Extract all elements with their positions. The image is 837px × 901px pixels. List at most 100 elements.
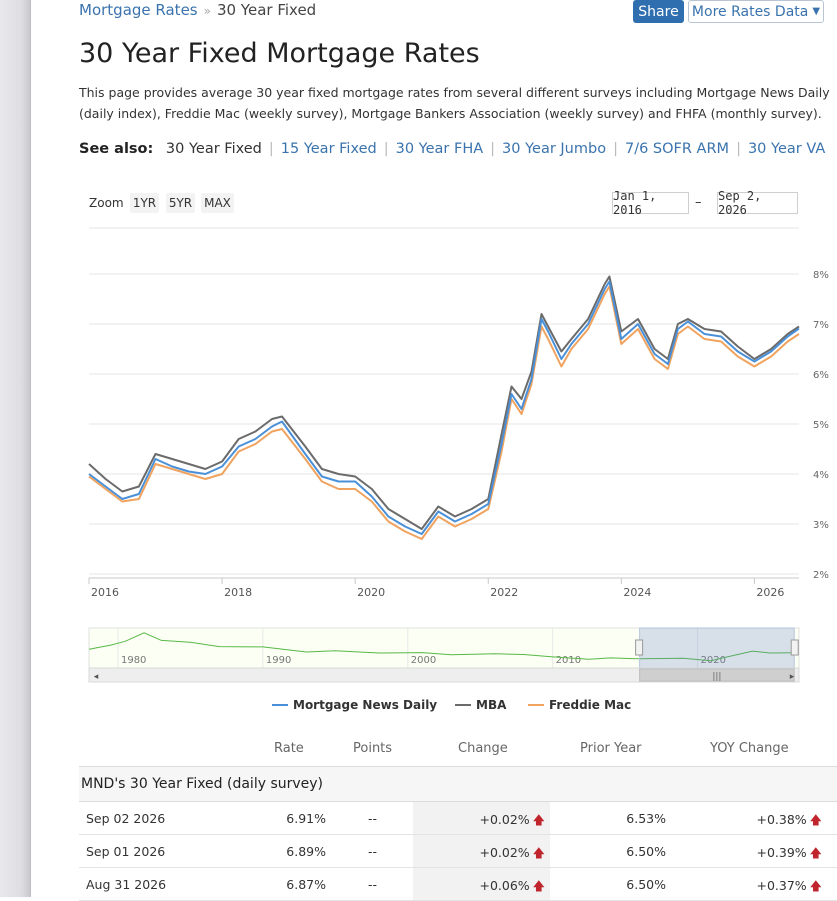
column-header-prior-year: Prior Year [580, 741, 642, 756]
row-prior-year-text: 6.53% [626, 811, 666, 826]
navigator-handle-left [635, 639, 644, 656]
legend-swatch [455, 704, 471, 706]
row-date-text: Sep 01 2026 [86, 844, 166, 859]
mortgage-rates-chart: 2% 3% 4% 5% 6% 7% 8% 2016 2018 2020 2022 2024 2026 19… [88, 227, 829, 683]
row-date-text: Aug 31 2026 [86, 877, 167, 892]
zoom-1yr-button[interactable]: 1YR [130, 193, 159, 213]
row-yoy-text: +0.37% [756, 878, 807, 893]
breadcrumb-current: 30 Year Fixed [216, 1, 317, 19]
row-yoy-text: +0.39% [756, 845, 807, 860]
navigator-label: 1980 [121, 655, 146, 666]
x-tick-label: 2024 [623, 586, 651, 599]
see-also-bar: See also: 30 Year Fixed | 15 Year Fixed | 30… [79, 141, 825, 157]
row-rate-text: 6.91% [286, 811, 326, 826]
row-points-text: -- [368, 811, 378, 826]
table-row [79, 802, 837, 835]
legend-item-freddie-mac[interactable]: Freddie Mac [528, 698, 631, 712]
navigator-label: 2000 [411, 655, 436, 666]
row-rate-text: 6.89% [286, 844, 326, 859]
see-also-link-30-year-jumbo[interactable]: 30 Year Jumbo [502, 141, 607, 157]
y-tick-label: 7% [813, 320, 829, 331]
navigator-label: 1990 [266, 655, 291, 666]
see-also-link-15-year-fixed[interactable]: 15 Year Fixed [280, 141, 377, 157]
legend-item-mba[interactable]: MBA [455, 698, 506, 712]
table-section-header [79, 766, 837, 802]
see-also-current: 30 Year Fixed [165, 141, 262, 157]
row-rate: 6.87% [286, 877, 326, 892]
row-yoy: +0.38% 🡅 [756, 811, 822, 832]
see-also-link-30-year-va[interactable]: 30 Year VA [747, 141, 826, 157]
table-section-title: MND's 30 Year Fixed (daily survey) [81, 776, 324, 792]
column-header-rate: Rate [274, 741, 304, 756]
row-change-text: +0.02% [479, 845, 530, 860]
row-change: +0.02% 🡅 [479, 844, 545, 865]
legend-swatch [528, 704, 544, 706]
y-tick-label: 4% [813, 470, 829, 481]
row-prior-year: 6.50% [626, 844, 666, 859]
row-date: Sep 01 2026 [86, 844, 165, 859]
row-rate: 6.89% [286, 844, 326, 859]
legend-item-mortgage-news-daily[interactable]: Mortgage News Daily [272, 698, 437, 712]
see-also-link-30-year-fha[interactable]: 30 Year FHA [395, 141, 484, 157]
breadcrumb-link-mortgage-rates[interactable]: Mortgage Rates [79, 1, 198, 19]
arrow-up-icon: 🡅 [809, 813, 822, 827]
scroll-left-arrow-icon: ◂ [94, 672, 99, 682]
change-column-background [413, 868, 550, 901]
series-line-freddie-mac [88, 285, 800, 540]
legend-label: Freddie Mac [549, 698, 632, 712]
zoom-5yr-button[interactable]: 5YR [166, 193, 195, 213]
arrow-up-icon: 🡅 [532, 846, 545, 860]
zoom-max-button[interactable]: MAX [201, 193, 234, 213]
table-row [79, 868, 837, 901]
chevron-down-icon: ▼ [812, 6, 821, 17]
series-line-mortgage-news-daily [88, 280, 800, 535]
column-header-points: Points [353, 741, 393, 756]
navigator-selected-range [639, 627, 795, 669]
navigator-label: 2010 [556, 655, 581, 666]
x-tick-label: 2016 [91, 586, 119, 599]
more-rates-data-button[interactable]: More Rates Data ▼ [688, 0, 824, 23]
series-line-mba [88, 275, 800, 530]
x-tick-label: 2018 [224, 586, 252, 599]
arrow-up-icon: 🡅 [809, 879, 822, 893]
divider: | [268, 141, 274, 157]
navigator-series [88, 632, 795, 662]
divider: | [383, 141, 389, 157]
navigator-background [88, 627, 800, 669]
change-column-background [413, 835, 550, 868]
date-to-input[interactable]: Sep 2, 2026 [717, 189, 798, 217]
row-change-text: +0.02% [479, 812, 530, 827]
y-tick-label: 5% [813, 420, 829, 431]
row-points: -- [368, 844, 377, 859]
left-rail [0, 0, 31, 897]
arrow-up-icon: 🡅 [532, 813, 545, 827]
column-header-change: Change [458, 741, 508, 756]
date-range-dash: – [695, 195, 702, 210]
x-tick-label: 2022 [490, 586, 518, 599]
breadcrumb-separator: » [203, 4, 211, 18]
row-points: -- [368, 877, 377, 892]
divider: | [613, 141, 618, 157]
row-date: Sep 02 2026 [86, 811, 165, 826]
zoom-label: Zoom [89, 196, 124, 210]
y-tick-label: 3% [813, 520, 829, 531]
breadcrumb: Mortgage Rates » 30 Year Fixed [79, 1, 316, 19]
see-also-label: See also: [79, 141, 154, 157]
navigator-handle-right [790, 639, 799, 656]
row-prior-year: 6.50% [626, 877, 666, 892]
row-prior-year: 6.53% [626, 811, 666, 826]
share-button[interactable]: Share [633, 0, 684, 23]
row-date: Aug 31 2026 [86, 877, 166, 892]
see-also-link-7-6-sofr-arm[interactable]: 7/6 SOFR ARM [624, 141, 730, 157]
row-yoy: +0.39% 🡅 [756, 844, 822, 865]
legend-label: MBA [476, 698, 507, 712]
row-yoy: +0.37% 🡅 [756, 877, 822, 898]
page-title: 30 Year Fixed Mortgage Rates [79, 38, 480, 69]
date-from-input[interactable]: Jan 1, 2016 [612, 189, 689, 217]
legend-label: Mortgage News Daily [293, 698, 438, 712]
scroll-right-arrow-icon: ▸ [790, 672, 795, 682]
row-change: +0.02% 🡅 [479, 811, 545, 832]
scrollbar-thumb [639, 668, 795, 682]
y-tick-label: 2% [813, 570, 829, 581]
x-tick-label: 2020 [357, 586, 385, 599]
